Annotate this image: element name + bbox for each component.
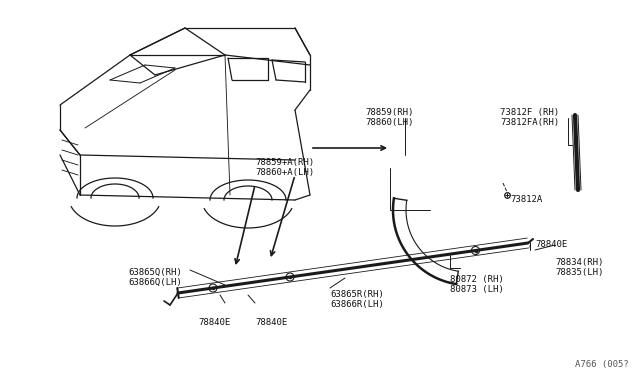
Text: 78840E: 78840E	[535, 240, 567, 249]
Text: 73812A: 73812A	[510, 195, 542, 204]
Text: 78834(RH)
78835(LH): 78834(RH) 78835(LH)	[555, 258, 604, 278]
Text: 78840E: 78840E	[255, 318, 287, 327]
Text: 73812F (RH)
73812FA(RH): 73812F (RH) 73812FA(RH)	[500, 108, 559, 127]
Text: 63865Q(RH)
63866Q(LH): 63865Q(RH) 63866Q(LH)	[128, 268, 182, 288]
Text: 78840E: 78840E	[198, 318, 230, 327]
Text: 78859(RH)
78860(LH): 78859(RH) 78860(LH)	[365, 108, 413, 127]
Text: 63865R(RH)
63866R(LH): 63865R(RH) 63866R(LH)	[330, 290, 384, 310]
Text: 80872 (RH)
80873 (LH): 80872 (RH) 80873 (LH)	[450, 275, 504, 294]
Text: A766 (005?: A766 (005?	[575, 360, 628, 369]
Text: 78859+A(RH)
78860+A(LH): 78859+A(RH) 78860+A(LH)	[255, 158, 314, 177]
